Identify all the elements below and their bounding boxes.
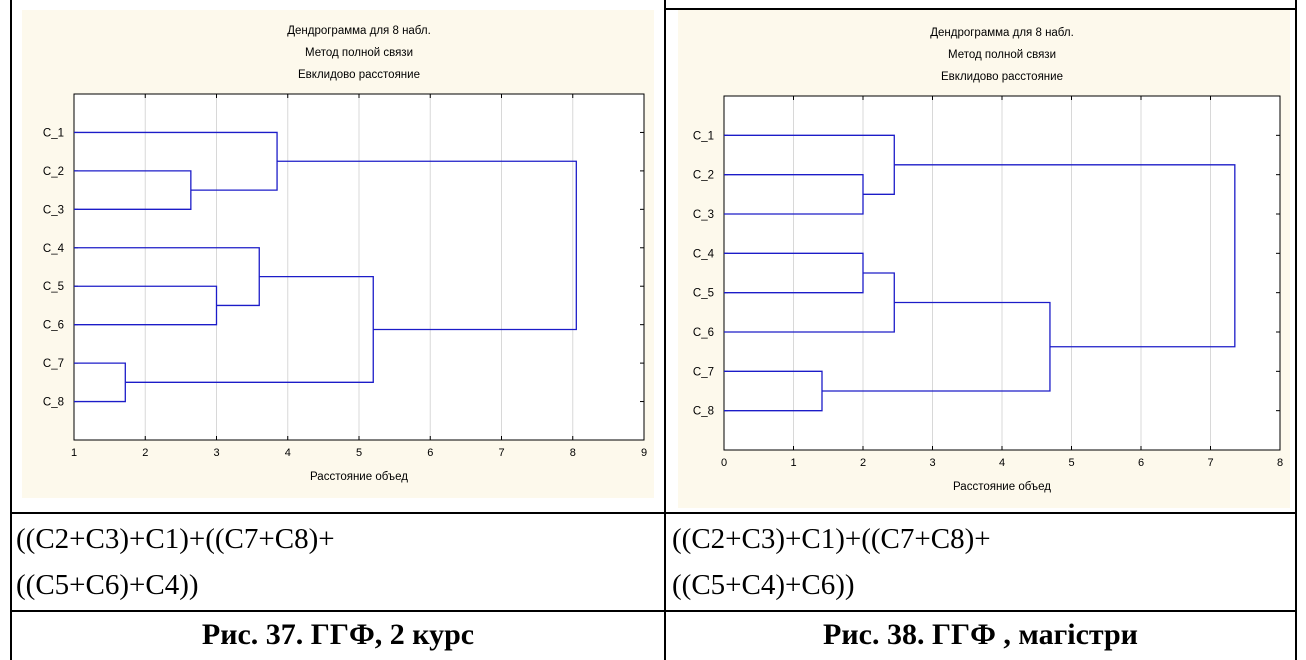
chart-title-line-1: Дендрограмма для 8 набл. (287, 25, 431, 37)
x-tick-label-3: 3 (213, 447, 219, 459)
chart-title-line-2: Метод полной связи (948, 49, 1056, 61)
right-dendrogram-figure: Дендрограмма для 8 набл. Метод полной свя… (678, 10, 1290, 508)
x-axis-label: Расстояние объед (953, 481, 1051, 493)
left-dendrogram-figure: Дендрограмма для 8 набл. Метод полной свя… (22, 10, 654, 498)
x-tick-label-4: 4 (999, 457, 1005, 469)
x-tick-label-4: 4 (285, 447, 291, 459)
table-left-rule (10, 0, 12, 660)
x-tick-label-2: 2 (860, 457, 866, 469)
x-tick-label-9: 9 (641, 447, 647, 459)
x-tick-label-5: 5 (356, 447, 362, 459)
leaf-label-C_8: C_8 (693, 406, 714, 418)
leaf-label-C_4: C_4 (43, 243, 65, 255)
leaf-label-C_2: C_2 (43, 166, 64, 178)
x-axis-label: Расстояние объед (310, 471, 408, 483)
figure-table: Дендрограмма для 8 набл. Метод полной свя… (10, 0, 1297, 660)
leaf-label-C_6: C_6 (693, 327, 714, 339)
leaf-label-C_8: C_8 (43, 397, 64, 409)
table-right-rule (1295, 0, 1297, 660)
left-caption: Рис. 37. ГГФ, 2 курс (201, 618, 475, 651)
leaf-label-C_1: C_1 (693, 130, 714, 142)
x-tick-label-3: 3 (929, 457, 935, 469)
x-tick-label-8: 8 (1277, 457, 1283, 469)
dendrogram-merge-7 (894, 164, 1236, 348)
x-tick-label-5: 5 (1068, 457, 1074, 469)
leaf-label-C_2: C_2 (693, 170, 714, 182)
leaf-label-C_1: C_1 (43, 127, 64, 139)
x-tick-label-0: 0 (721, 457, 727, 469)
chart-title-line-1: Дендрограмма для 8 набл. (930, 27, 1074, 39)
right-formula-line1: ((C2+C3)+C1)+((C7+C8)+ (672, 523, 991, 555)
x-tick-label-2: 2 (142, 447, 148, 459)
right-caption: Рис. 38. ГГФ , магістри (823, 618, 1138, 651)
leaf-label-C_3: C_3 (693, 209, 714, 221)
right-dendrogram-chart: Дендрограмма для 8 набл. Метод полной свя… (693, 27, 1283, 493)
x-tick-label-6: 6 (1138, 457, 1144, 469)
leaf-label-C_7: C_7 (43, 358, 64, 370)
x-tick-label-7: 7 (1207, 457, 1213, 469)
chart-title-line-2: Метод полной связи (305, 47, 413, 59)
table-rule-2 (10, 610, 1297, 612)
table-mid-rule (664, 0, 666, 660)
leaf-label-C_5: C_5 (693, 288, 714, 300)
leaf-label-C_3: C_3 (43, 204, 64, 216)
dendrogram-merge-6 (821, 301, 1051, 392)
table-top-rule (666, 8, 1297, 10)
dendrogram-merge-7 (277, 160, 577, 331)
table-rule-1 (10, 512, 1297, 514)
x-tick-label-6: 6 (427, 447, 433, 459)
leaf-label-C_7: C_7 (693, 366, 714, 378)
x-tick-label-1: 1 (790, 457, 796, 469)
left-dendrogram-chart: Дендрограмма для 8 набл. Метод полной свя… (43, 25, 647, 483)
leaf-label-C_5: C_5 (43, 281, 64, 293)
x-tick-label-1: 1 (71, 447, 77, 459)
left-formula-line2: ((C5+C6)+C4)) (16, 569, 199, 601)
x-tick-label-8: 8 (570, 447, 576, 459)
leaf-label-C_6: C_6 (43, 320, 64, 332)
leaf-label-C_4: C_4 (693, 248, 715, 260)
left-formula-line1: ((C2+C3)+C1)+((C7+C8)+ (16, 523, 335, 555)
chart-title-line-3: Евклидово расстояние (941, 71, 1063, 83)
chart-title-line-3: Евклидово расстояние (298, 69, 420, 81)
right-formula-line2: ((C5+C4)+C6)) (672, 569, 855, 601)
x-tick-label-7: 7 (498, 447, 504, 459)
